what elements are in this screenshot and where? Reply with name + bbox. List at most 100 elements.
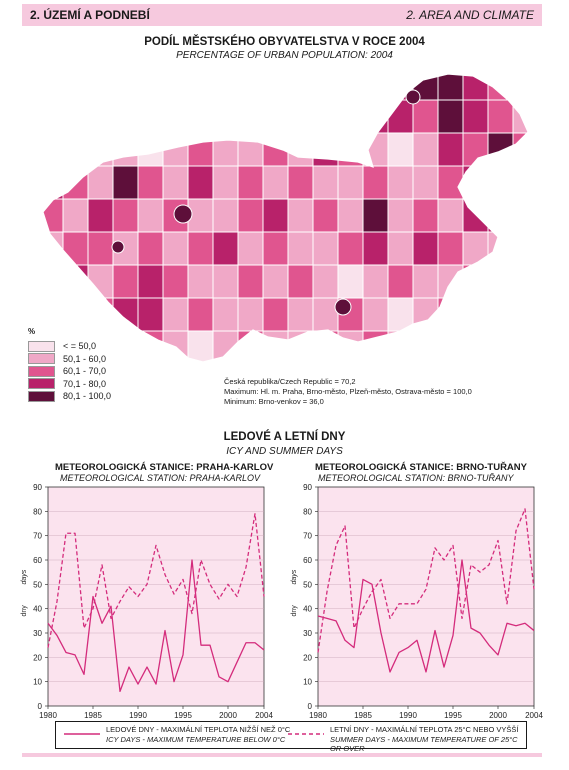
district-area	[387, 198, 414, 233]
district-area	[487, 231, 514, 266]
district-area	[362, 231, 389, 266]
district-area	[512, 264, 528, 299]
district-area	[162, 99, 189, 134]
district-area	[187, 264, 214, 299]
district-area	[362, 132, 389, 167]
district-area	[262, 198, 289, 233]
y-tick-label: 80	[33, 507, 42, 516]
y-tick-label: 70	[303, 532, 312, 541]
district-area	[43, 231, 64, 266]
district-area	[187, 297, 214, 332]
district-area	[212, 198, 239, 233]
district-area	[312, 165, 339, 200]
legend-item: 70,1 - 80,0	[28, 378, 111, 391]
map-note-minimum: Minimum: Brno-venkov = 36,0	[224, 397, 324, 406]
district-area	[412, 264, 439, 299]
district-area	[43, 198, 64, 233]
x-tick-label: 1980	[309, 711, 327, 720]
district-area	[387, 330, 414, 362]
y-tick-label: 50	[303, 580, 312, 589]
legend-label: 80,1 - 100,0	[63, 391, 112, 402]
district-area	[212, 74, 239, 101]
x-tick-label: 2004	[255, 711, 273, 720]
district-area	[337, 231, 364, 266]
district-area	[137, 297, 164, 332]
legend-label: < = 50,0	[63, 341, 97, 352]
district-area	[212, 99, 239, 134]
y-tick-label: 60	[303, 556, 312, 565]
summer-days-line	[317, 508, 535, 653]
district-area	[237, 132, 264, 167]
district-area	[162, 297, 189, 332]
district-area	[287, 231, 314, 266]
x-tick-label: 1990	[399, 711, 417, 720]
district-area	[43, 74, 64, 101]
district-area	[462, 74, 489, 101]
district-area	[137, 231, 164, 266]
legend-label: 60,1 - 70,0	[63, 366, 107, 377]
district-area	[512, 330, 528, 362]
district-area	[437, 165, 464, 200]
district-area	[112, 74, 139, 101]
district-area	[62, 198, 89, 233]
district-area	[362, 264, 389, 299]
district-area	[162, 264, 189, 299]
district-area	[137, 132, 164, 167]
district-area	[43, 99, 64, 134]
map-note-national: Česká republika/Czech Republic = 70,2	[224, 377, 356, 386]
district-area	[112, 264, 139, 299]
legend-item: < = 50,0	[28, 340, 111, 353]
district-area	[512, 297, 528, 332]
district-area	[487, 99, 514, 134]
chart-brno-turany: 0 10 20 30 40 50 60 70 80 90 1980 1985 1990 1995 2000 2…	[291, 483, 543, 720]
y-tick-label: 20	[33, 653, 42, 662]
district-area	[487, 264, 514, 299]
district-area	[362, 74, 389, 101]
y-tick-label: 90	[33, 483, 42, 492]
y-tick-label: 90	[303, 483, 312, 492]
page-footer-bar	[22, 753, 542, 757]
map-subtitle: PERCENTAGE OF URBAN POPULATION: 2004	[176, 50, 393, 61]
plot-area	[317, 486, 535, 707]
district-area	[462, 231, 489, 266]
legend-swatch	[28, 378, 55, 390]
legend-item: 80,1 - 100,0	[28, 390, 111, 403]
district-area	[312, 74, 339, 101]
y-tick-label: 10	[303, 678, 312, 687]
y-tick-label: 40	[303, 605, 312, 614]
district-area	[187, 132, 214, 167]
district-area	[312, 330, 339, 362]
district-area	[87, 74, 114, 101]
city-district	[405, 89, 421, 105]
district-area	[137, 74, 164, 101]
district-area	[287, 297, 314, 332]
district-area	[362, 165, 389, 200]
district-area	[212, 231, 239, 266]
district-area	[162, 74, 189, 101]
district-area	[212, 264, 239, 299]
legend-label: 50,1 - 60,0	[63, 353, 107, 364]
district-area	[137, 99, 164, 134]
legend-swatch	[28, 365, 55, 377]
district-area	[412, 132, 439, 167]
district-area	[237, 330, 264, 362]
city-district	[173, 204, 193, 224]
y-tick-label: 20	[303, 653, 312, 662]
district-area	[287, 99, 314, 134]
district-area	[262, 132, 289, 167]
district-area	[212, 297, 239, 332]
district-area	[87, 231, 114, 266]
section-title-en: 2. AREA AND CLIMATE	[406, 8, 534, 22]
charts-subtitle: ICY AND SUMMER DAYS	[226, 446, 343, 457]
district-area	[287, 132, 314, 167]
district-area	[512, 165, 528, 200]
district-area	[312, 132, 339, 167]
district-area	[412, 330, 439, 362]
icy-days-line	[317, 559, 535, 673]
district-area	[287, 165, 314, 200]
district-area	[387, 231, 414, 266]
y-tick-label: 30	[33, 629, 42, 638]
x-tick-label: 1985	[354, 711, 372, 720]
y-axis-label-en: days	[291, 569, 298, 584]
district-area	[287, 264, 314, 299]
